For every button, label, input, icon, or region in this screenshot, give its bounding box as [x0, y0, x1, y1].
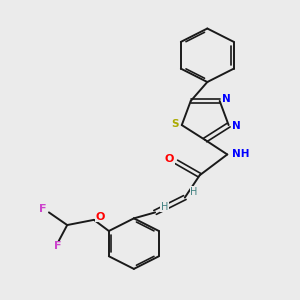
Text: F: F	[54, 241, 62, 251]
Text: S: S	[171, 119, 178, 129]
Text: H: H	[190, 187, 198, 197]
Text: F: F	[39, 204, 47, 214]
Text: O: O	[95, 212, 105, 222]
Text: N: N	[222, 94, 231, 104]
Text: NH: NH	[232, 149, 250, 159]
Text: H: H	[161, 202, 168, 212]
Text: O: O	[165, 154, 174, 164]
Text: N: N	[232, 121, 241, 131]
